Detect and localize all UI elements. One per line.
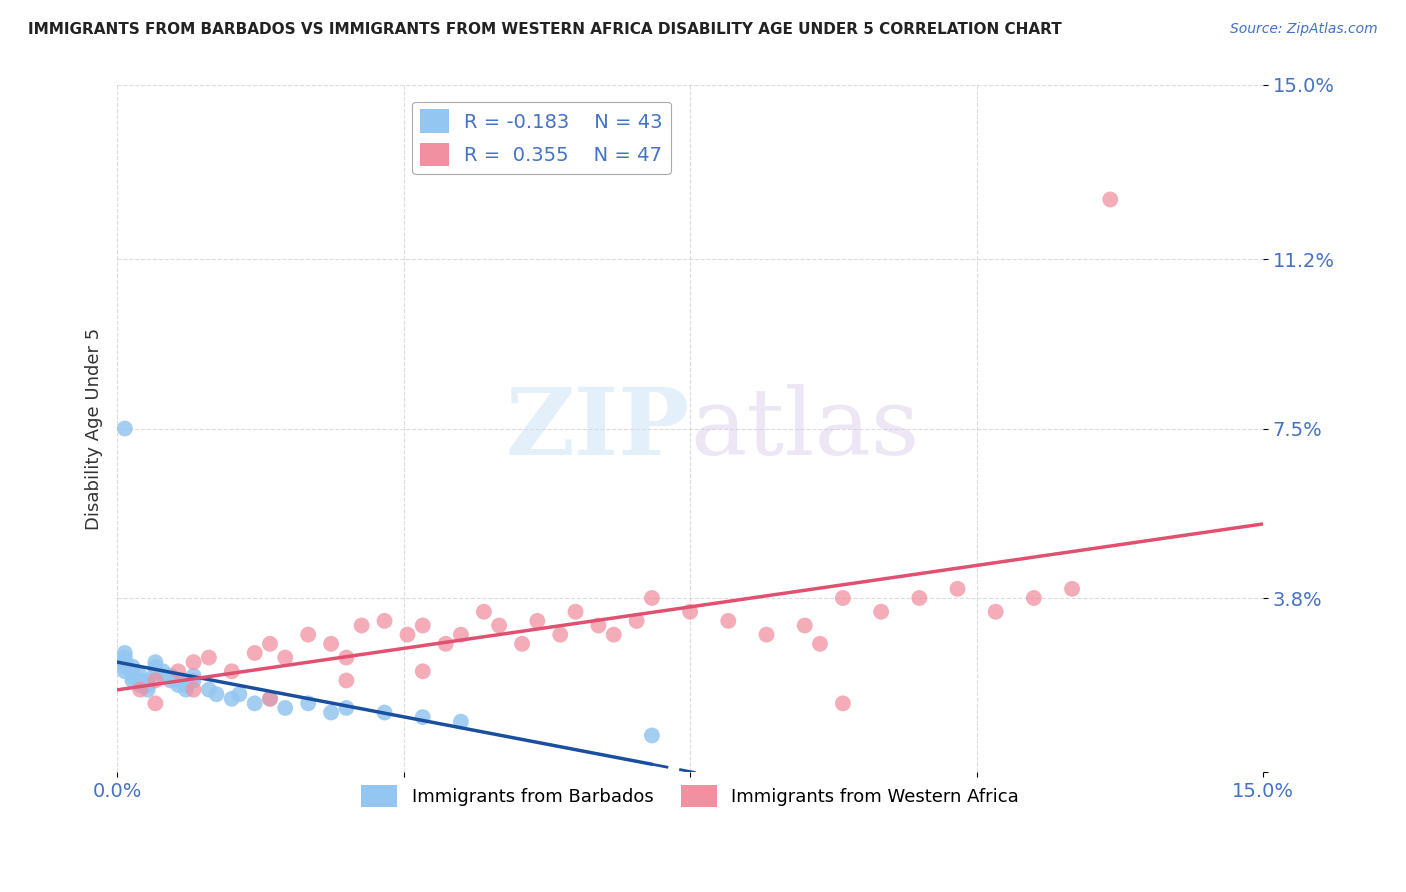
Point — [145, 697, 167, 711]
Point — [121, 673, 143, 688]
Point — [183, 673, 205, 688]
Point — [136, 682, 159, 697]
Point — [145, 665, 167, 679]
Point — [831, 697, 853, 711]
Text: Source: ZipAtlas.com: Source: ZipAtlas.com — [1230, 22, 1378, 37]
Point — [243, 697, 266, 711]
Point — [167, 673, 190, 688]
Point — [335, 673, 357, 688]
Point — [908, 591, 931, 605]
Point — [319, 706, 342, 720]
Point — [984, 605, 1007, 619]
Text: ZIP: ZIP — [506, 384, 690, 474]
Point — [641, 591, 664, 605]
Point — [136, 678, 159, 692]
Point — [831, 591, 853, 605]
Y-axis label: Disability Age Under 5: Disability Age Under 5 — [86, 327, 103, 530]
Point — [174, 678, 197, 692]
Point — [297, 697, 319, 711]
Point — [350, 618, 373, 632]
Point — [114, 646, 136, 660]
Point — [755, 627, 778, 641]
Point — [274, 701, 297, 715]
Point — [221, 691, 243, 706]
Point — [450, 627, 472, 641]
Point — [374, 614, 396, 628]
Point — [228, 687, 250, 701]
Point — [136, 673, 159, 688]
Point — [159, 673, 181, 688]
Point — [641, 728, 664, 742]
Point — [472, 605, 495, 619]
Point — [198, 682, 221, 697]
Text: atlas: atlas — [690, 384, 920, 474]
Point — [205, 687, 228, 701]
Point — [183, 682, 205, 697]
Point — [129, 669, 152, 683]
Point — [412, 710, 434, 724]
Point — [870, 605, 893, 619]
Point — [274, 650, 297, 665]
Point — [793, 618, 815, 632]
Point — [114, 665, 136, 679]
Point — [129, 673, 152, 688]
Point — [129, 682, 152, 697]
Point — [183, 655, 205, 669]
Point — [145, 655, 167, 669]
Point — [319, 637, 342, 651]
Point — [121, 659, 143, 673]
Point — [259, 691, 281, 706]
Point — [259, 637, 281, 651]
Point — [145, 659, 167, 673]
Point — [121, 665, 143, 679]
Point — [626, 614, 648, 628]
Point — [679, 605, 702, 619]
Point — [114, 421, 136, 435]
Point — [450, 714, 472, 729]
Point — [167, 665, 190, 679]
Point — [1099, 193, 1122, 207]
Point — [717, 614, 740, 628]
Point — [259, 691, 281, 706]
Point — [167, 678, 190, 692]
Point — [129, 678, 152, 692]
Point — [488, 618, 510, 632]
Point — [114, 655, 136, 669]
Point — [159, 669, 181, 683]
Point — [588, 618, 610, 632]
Point — [152, 665, 174, 679]
Point — [526, 614, 548, 628]
Point — [603, 627, 626, 641]
Point — [1060, 582, 1083, 596]
Point — [808, 637, 831, 651]
Point — [412, 665, 434, 679]
Point — [374, 706, 396, 720]
Point — [335, 650, 357, 665]
Point — [434, 637, 457, 651]
Point — [198, 650, 221, 665]
Point — [396, 627, 419, 641]
Point — [548, 627, 571, 641]
Point — [114, 659, 136, 673]
Point — [221, 665, 243, 679]
Point — [145, 673, 167, 688]
Point — [114, 650, 136, 665]
Point — [412, 618, 434, 632]
Text: IMMIGRANTS FROM BARBADOS VS IMMIGRANTS FROM WESTERN AFRICA DISABILITY AGE UNDER : IMMIGRANTS FROM BARBADOS VS IMMIGRANTS F… — [28, 22, 1062, 37]
Point — [564, 605, 586, 619]
Point — [243, 646, 266, 660]
Point — [121, 669, 143, 683]
Point — [297, 627, 319, 641]
Point — [946, 582, 969, 596]
Point — [174, 682, 197, 697]
Point — [335, 701, 357, 715]
Point — [152, 669, 174, 683]
Point — [510, 637, 533, 651]
Point — [183, 669, 205, 683]
Point — [1022, 591, 1045, 605]
Legend: Immigrants from Barbados, Immigrants from Western Africa: Immigrants from Barbados, Immigrants fro… — [354, 778, 1026, 814]
